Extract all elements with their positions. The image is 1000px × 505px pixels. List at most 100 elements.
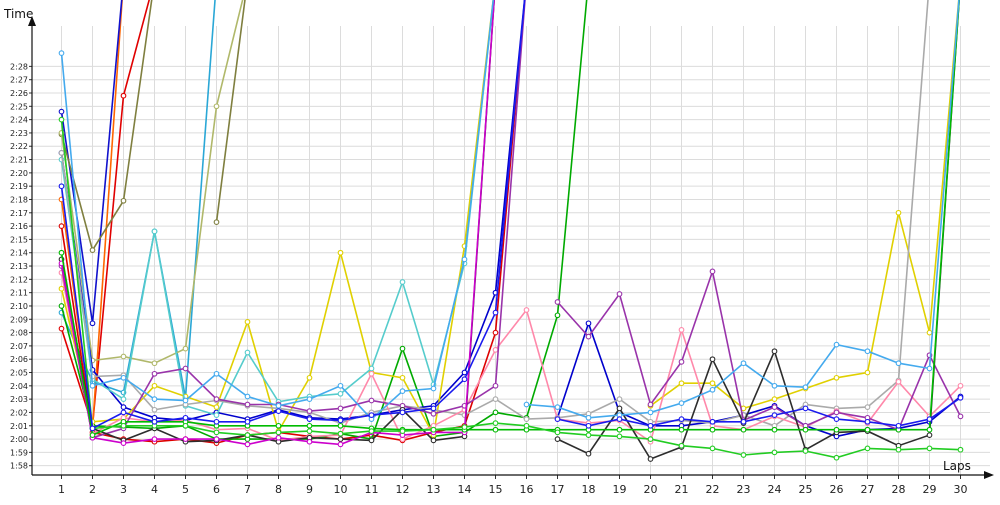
data-point <box>585 333 592 340</box>
data-point <box>58 325 65 332</box>
data-point <box>58 183 65 190</box>
x-tick-label: 24 <box>768 483 782 496</box>
y-tick-label: 2:12 <box>10 275 28 284</box>
data-point <box>709 418 716 425</box>
data-point <box>244 418 251 425</box>
x-tick-label: 5 <box>182 483 189 496</box>
y-tick-label: 2:02 <box>10 408 28 417</box>
data-point <box>89 425 96 432</box>
data-point <box>58 50 65 56</box>
data-point <box>213 219 220 225</box>
data-point <box>492 329 499 336</box>
data-point <box>151 396 158 402</box>
y-tick-label: 2:25 <box>10 102 28 111</box>
data-point <box>709 386 716 393</box>
x-tick-label: 16 <box>520 483 534 496</box>
data-point <box>337 436 344 442</box>
data-point <box>120 440 127 446</box>
y-tick-label: 2:06 <box>10 355 28 364</box>
data-point <box>616 416 623 422</box>
x-tick-label: 15 <box>489 483 503 496</box>
series-line <box>58 0 216 401</box>
data-point <box>213 370 220 377</box>
y-tick-label: 2:16 <box>10 222 28 231</box>
y-tick-label: 2:11 <box>10 289 28 298</box>
y-tick-label: 2:17 <box>10 209 28 218</box>
y-tick-label: 2:05 <box>10 369 28 378</box>
data-point <box>461 424 468 430</box>
data-point <box>616 433 623 440</box>
y-axis-label: Time <box>3 7 33 21</box>
data-point <box>678 416 685 422</box>
data-point <box>399 374 406 381</box>
x-axis-arrow <box>984 471 994 479</box>
data-point <box>771 396 778 402</box>
data-point <box>492 396 499 402</box>
data-point <box>833 426 840 433</box>
data-point <box>616 405 623 412</box>
series-line <box>58 0 244 367</box>
y-tick-label: 1:59 <box>10 448 28 457</box>
data-point <box>275 402 282 409</box>
x-tick-label: 6 <box>213 483 220 496</box>
data-point <box>585 450 592 457</box>
data-point <box>554 312 561 319</box>
data-point <box>802 384 809 391</box>
x-tick-label: 12 <box>396 483 410 496</box>
data-point <box>771 412 778 418</box>
series-path <box>60 0 526 422</box>
data-point <box>647 456 654 462</box>
x-tick-label: 29 <box>923 483 937 496</box>
data-point <box>430 410 437 417</box>
data-point <box>120 404 127 410</box>
data-point <box>337 417 344 424</box>
data-point <box>182 414 189 421</box>
x-tick-label: 9 <box>306 483 313 496</box>
data-point <box>926 445 933 452</box>
data-point <box>585 422 592 429</box>
x-tick-label: 4 <box>151 483 158 496</box>
data-point <box>58 223 65 229</box>
data-point <box>120 353 127 360</box>
y-tick-label: 2:09 <box>10 315 28 324</box>
data-point <box>833 374 840 381</box>
data-point <box>430 385 437 392</box>
x-tick-label: 20 <box>644 483 658 496</box>
data-point <box>244 432 251 438</box>
data-point <box>461 376 468 383</box>
data-point <box>957 413 964 420</box>
series-line <box>58 0 960 438</box>
data-point <box>554 436 561 442</box>
data-point <box>120 422 127 429</box>
y-tick-label: 2:19 <box>10 182 28 191</box>
data-point <box>306 408 313 414</box>
x-tick-label: 22 <box>706 483 720 496</box>
data-point <box>151 406 158 413</box>
series-path <box>557 0 960 460</box>
data-point <box>647 436 654 442</box>
y-axis-arrow <box>28 16 36 26</box>
data-point <box>399 388 406 394</box>
y-tick-label: 2:23 <box>10 129 28 138</box>
data-point <box>120 197 127 204</box>
series-path <box>215 0 246 223</box>
x-tick-label: 28 <box>892 483 906 496</box>
data-point <box>275 434 282 441</box>
data-point <box>337 422 344 429</box>
data-point <box>616 396 623 402</box>
data-point <box>771 348 778 355</box>
data-point <box>182 422 189 429</box>
data-point <box>368 412 375 418</box>
data-point <box>213 103 220 110</box>
data-point <box>523 422 530 429</box>
x-tick-label: 30 <box>954 483 968 496</box>
data-point <box>740 418 747 425</box>
data-point <box>833 409 840 416</box>
series-path <box>60 0 216 398</box>
x-axis-label: Laps <box>943 459 971 473</box>
data-point <box>399 409 406 416</box>
data-point <box>926 432 933 438</box>
data-point <box>616 426 623 433</box>
data-point <box>58 116 65 123</box>
data-point <box>182 345 189 352</box>
